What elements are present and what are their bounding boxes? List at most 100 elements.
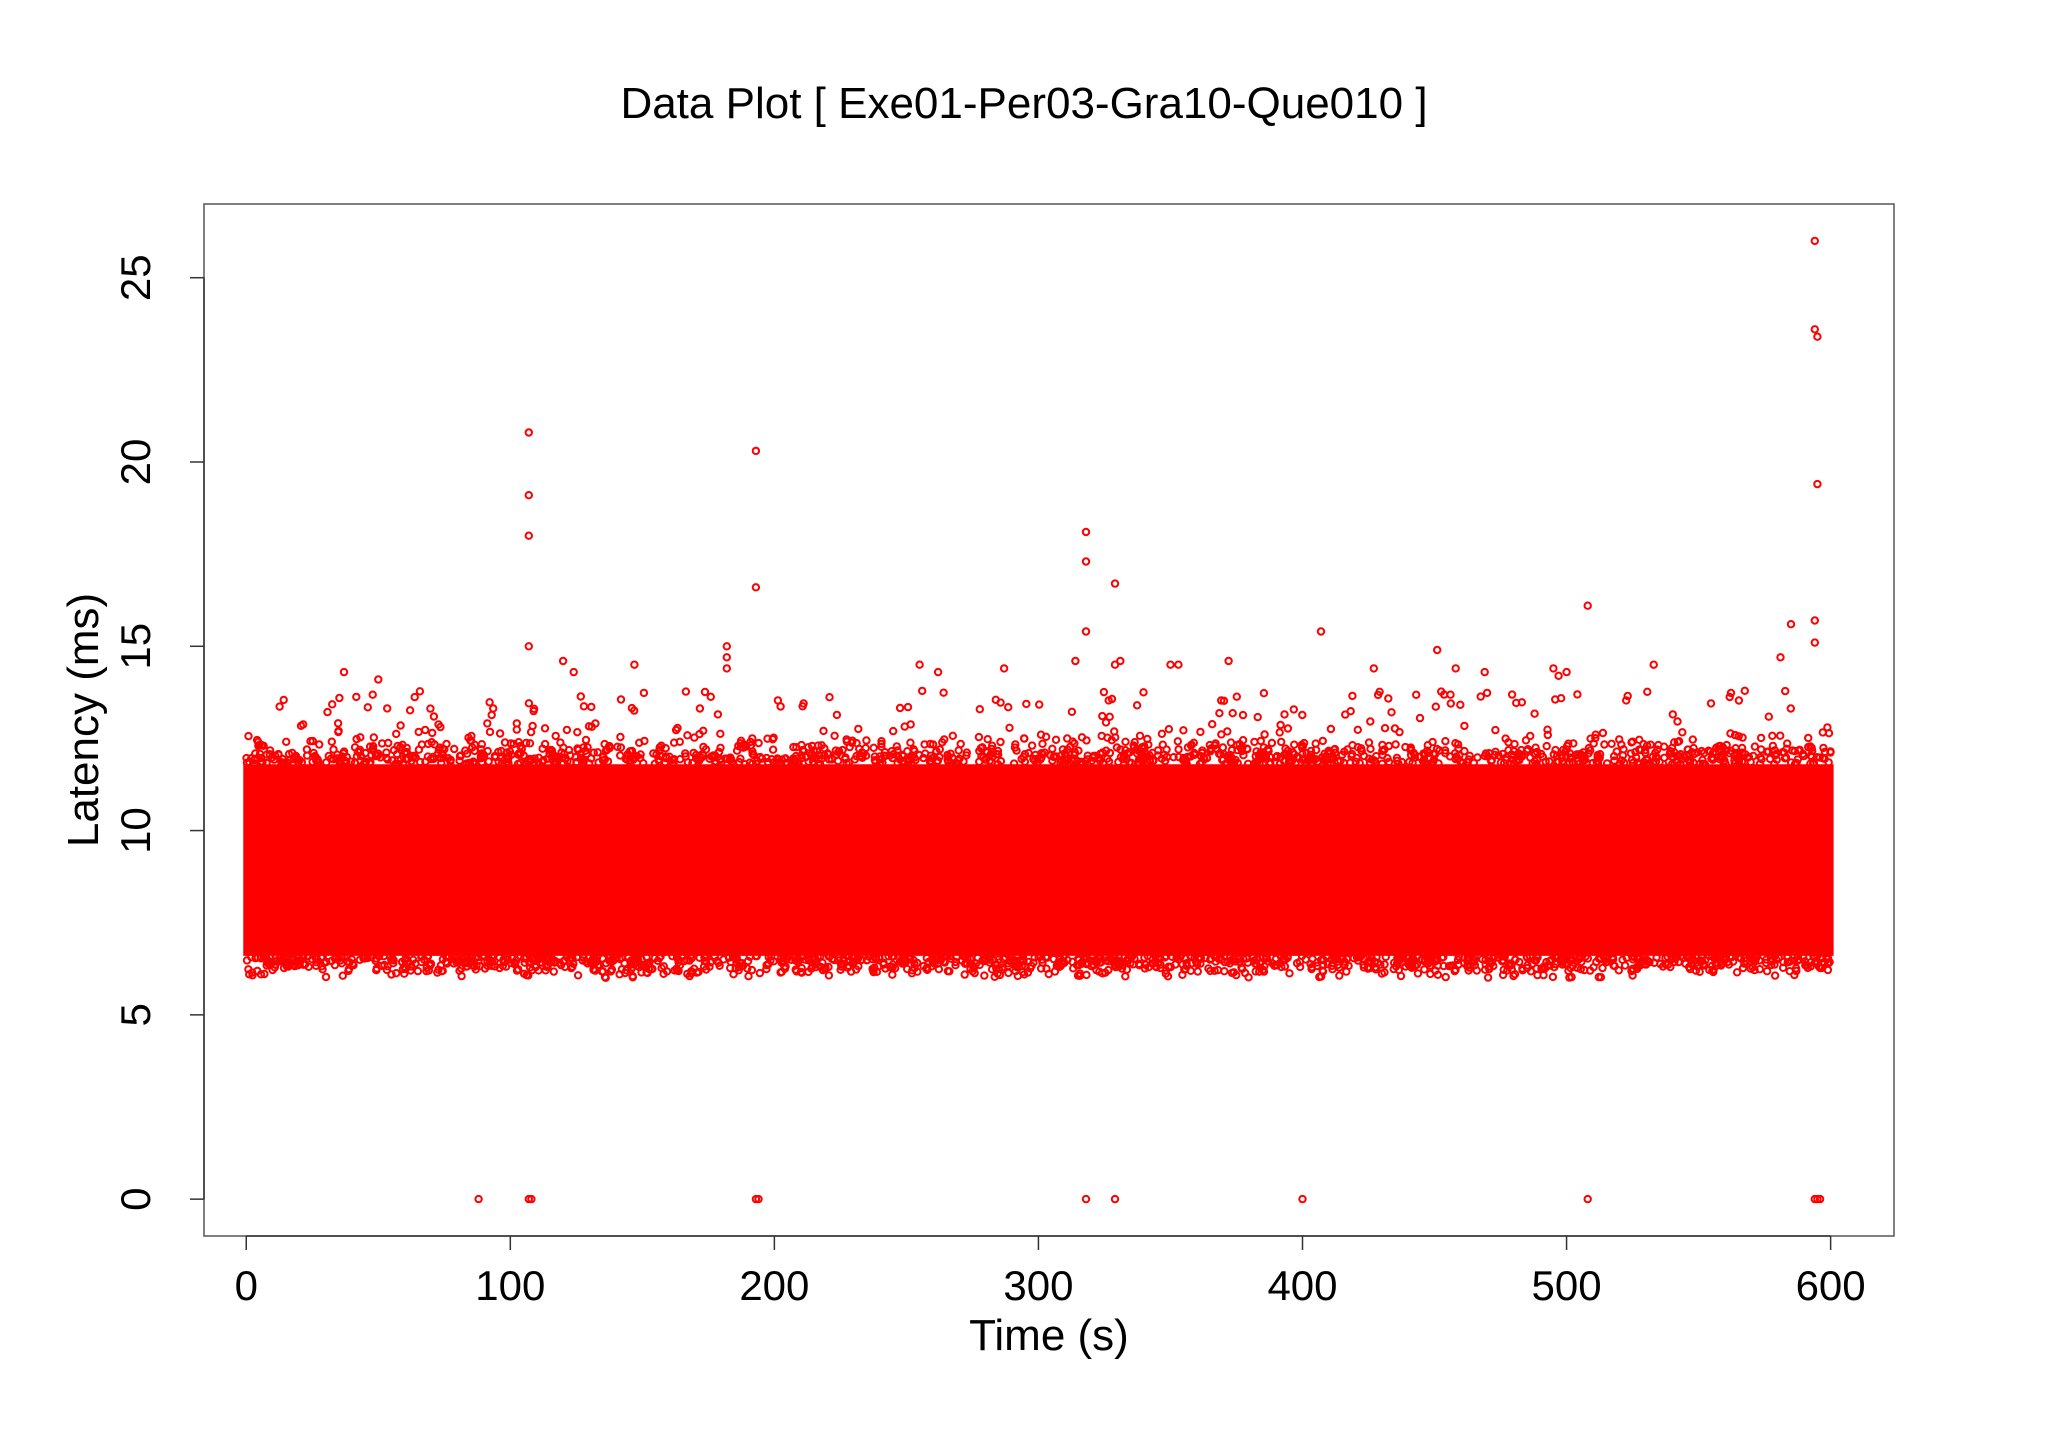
data-point (1804, 733, 1813, 743)
data-point (1726, 729, 1735, 738)
data-point (1543, 730, 1553, 740)
data-point (1813, 479, 1822, 489)
data-point (1173, 737, 1183, 746)
data-point (1487, 757, 1496, 766)
x-tick-label: 400 (1267, 1262, 1337, 1309)
data-point (1792, 758, 1801, 768)
data-point (1505, 959, 1514, 968)
data-point (700, 953, 709, 962)
data-point (278, 754, 287, 764)
data-point (1122, 965, 1132, 974)
data-point (1494, 751, 1503, 760)
data-point (1642, 955, 1652, 965)
data-point (1110, 579, 1120, 588)
data-point (1433, 645, 1442, 655)
data-point (282, 737, 291, 746)
data-point (1110, 1194, 1120, 1204)
data-point (363, 703, 372, 712)
data-band (243, 764, 1834, 956)
data-point (1695, 967, 1704, 976)
data-point (1464, 966, 1473, 975)
data-point (1517, 752, 1527, 761)
data-point (1369, 664, 1379, 673)
data-point (1755, 759, 1765, 768)
data-point (1390, 724, 1400, 733)
data-point (773, 754, 782, 763)
data-point (1596, 973, 1606, 982)
data-point (1565, 758, 1574, 767)
data-point (405, 706, 415, 715)
data-point (495, 729, 505, 738)
data-point (1260, 730, 1269, 739)
data-point (1583, 954, 1593, 963)
data-point (870, 752, 879, 761)
data-point (616, 732, 625, 742)
data-point (1473, 753, 1482, 762)
data-point (318, 952, 327, 961)
data-point (1051, 735, 1061, 744)
data-point (1738, 733, 1747, 742)
data-point (1810, 325, 1820, 334)
data-point (1301, 758, 1311, 767)
data-point (1013, 963, 1022, 972)
data-point (435, 743, 444, 752)
data-point (1124, 955, 1134, 965)
data-point (1714, 742, 1723, 751)
data-point (1121, 972, 1130, 981)
data-point (1686, 756, 1695, 765)
data-point (809, 955, 818, 965)
data-point (862, 736, 871, 745)
data-point (516, 952, 525, 961)
data-point (762, 964, 771, 974)
data-point (1582, 758, 1591, 767)
data-point (1234, 954, 1244, 964)
data-point (1439, 961, 1448, 971)
data-point (1166, 660, 1175, 669)
data-point (369, 733, 378, 742)
data-point (1431, 702, 1441, 711)
data-point (1635, 759, 1645, 769)
data-point (1041, 732, 1051, 741)
data-point (1441, 972, 1450, 982)
data-point (1543, 725, 1552, 734)
data-point (1674, 737, 1684, 746)
data-point (1531, 743, 1540, 752)
data-point (1691, 966, 1701, 975)
data-point (1573, 690, 1582, 699)
data-point (1539, 970, 1548, 980)
data-point (751, 446, 761, 456)
data-point (1387, 708, 1396, 717)
data-point (1298, 1194, 1307, 1204)
data-point (339, 667, 349, 677)
data-point (939, 688, 948, 697)
data-point (573, 744, 582, 754)
data-point (668, 952, 677, 961)
data-point (1785, 967, 1795, 976)
data-point (1262, 953, 1272, 963)
data-point (616, 743, 626, 752)
data-point (1202, 754, 1212, 763)
data-point (401, 754, 411, 764)
data-point (1688, 735, 1698, 744)
data-point (1418, 756, 1428, 766)
data-point (1741, 750, 1750, 759)
data-point (1119, 752, 1129, 762)
data-point (1086, 956, 1096, 965)
data-point (295, 960, 304, 969)
data-point (1427, 758, 1437, 768)
data-point (1499, 952, 1508, 961)
data-point (277, 759, 287, 768)
data-point (1472, 966, 1482, 975)
data-point (1132, 745, 1141, 754)
data-point (417, 951, 426, 961)
data-point (1783, 958, 1792, 967)
data-point (1003, 959, 1013, 968)
data-point (712, 956, 722, 966)
data-point (426, 704, 435, 713)
data-point (842, 735, 851, 744)
data-point (1228, 756, 1237, 765)
data-point (633, 955, 643, 965)
data-point (1196, 727, 1205, 737)
data-point (476, 752, 485, 761)
data-point (1259, 689, 1269, 698)
